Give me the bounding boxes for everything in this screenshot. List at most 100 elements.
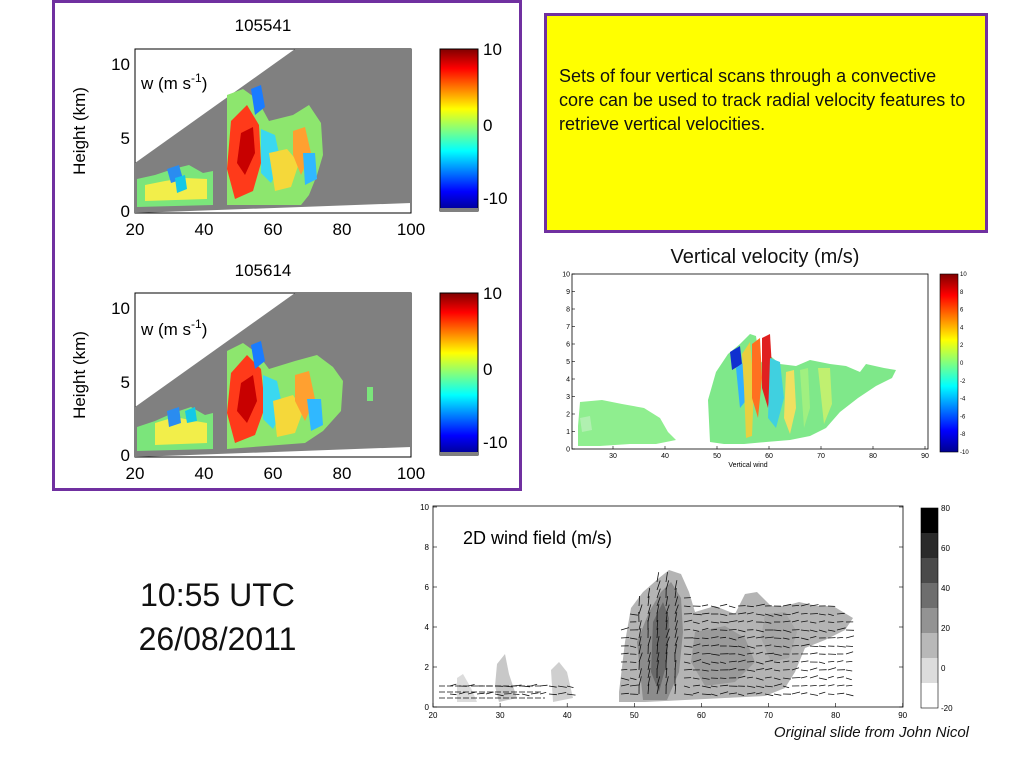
wind-x-tick: 50 xyxy=(630,711,639,720)
wind-vector xyxy=(791,619,799,623)
vv-colorbar-ticks: 10 8 6 4 2 0 -2 -4 -6 -8 -10 xyxy=(960,272,969,456)
wind-vector xyxy=(845,635,855,639)
vv-cbar-tick: 6 xyxy=(960,308,964,314)
wind-vector xyxy=(710,661,719,664)
wind-vector xyxy=(845,645,854,647)
wind-vector xyxy=(692,621,700,624)
wind-vector xyxy=(728,629,737,631)
wind-vector xyxy=(800,685,808,687)
note-box: Sets of four vertical scans through a co… xyxy=(544,13,988,233)
vv-cbar-tick: 10 xyxy=(960,272,967,278)
wind-vector xyxy=(728,605,736,609)
vv-y-tick: 9 xyxy=(566,289,570,296)
wind-vector xyxy=(818,661,826,664)
wind-vector xyxy=(638,636,642,647)
wind-vector xyxy=(638,628,642,639)
wind-vector xyxy=(764,676,772,679)
wind-vector xyxy=(683,693,693,696)
wind-vector xyxy=(809,693,818,696)
vertical-velocity-title: Vertical velocity (m/s) xyxy=(670,246,860,268)
credit-text: Original slide from John Nicol xyxy=(773,724,969,741)
wind-vector xyxy=(674,596,679,607)
wind-field-title: 2D wind field (m/s) xyxy=(463,528,612,548)
vv-y-tick: 5 xyxy=(566,359,570,366)
wind-vector xyxy=(710,628,718,631)
wind-vector xyxy=(827,613,834,616)
wind-x-ticks: 20 30 40 50 60 70 80 90 xyxy=(429,703,908,720)
top-x-tick-40: 40 xyxy=(195,220,214,239)
wind-vector xyxy=(458,691,466,695)
wind-vector xyxy=(755,661,764,665)
wind-field-figure: 2D wind field (m/s) 0 2 4 6 8 10 20 30 40 50 60 70… xyxy=(420,503,953,720)
wind-vector xyxy=(683,629,691,631)
wind-vector xyxy=(467,691,476,695)
radar-scans-panel: 105541 w (m s-1) Height (km) 0 5 10 20 4… xyxy=(52,0,522,491)
wind-vector xyxy=(746,605,754,608)
wind-vector xyxy=(629,661,637,663)
wind-vector xyxy=(791,645,799,647)
note-text: Sets of four vertical scans through a co… xyxy=(559,66,966,134)
wind-vector xyxy=(674,604,679,615)
wind-vector xyxy=(701,685,711,689)
bottom-velocity-label: w (m s-1) xyxy=(140,317,207,339)
wind-vector xyxy=(791,611,799,615)
wind-vector xyxy=(665,612,668,623)
wind-vector xyxy=(755,685,765,688)
wind-vector xyxy=(773,683,783,687)
wind-vector xyxy=(755,613,765,616)
wind-vector xyxy=(449,693,457,696)
wind-vector xyxy=(656,684,660,695)
wind-vector xyxy=(665,628,670,639)
wind-vector xyxy=(809,604,819,607)
vv-cbar-tick: 8 xyxy=(960,290,964,296)
bottom-y-tick-5: 5 xyxy=(121,373,130,392)
wind-vector xyxy=(764,644,772,647)
wind-vector xyxy=(818,645,826,648)
wind-cbar-tick: 60 xyxy=(941,544,950,553)
wind-vector xyxy=(845,693,854,697)
wind-vector xyxy=(710,653,720,656)
bottom-panel-title: 105614 xyxy=(235,261,292,280)
wind-vector xyxy=(818,629,827,633)
wind-vector xyxy=(809,621,817,624)
wind-vector xyxy=(827,661,835,663)
vv-cbar-tick: -4 xyxy=(960,397,966,403)
wind-vector xyxy=(755,668,765,671)
wind-vector xyxy=(836,645,846,648)
wind-vector xyxy=(638,604,643,615)
wind-vector xyxy=(755,636,765,639)
vv-cbar-tick: -10 xyxy=(960,450,969,456)
wind-vector xyxy=(656,572,660,583)
wind-vector xyxy=(656,580,661,591)
wind-vector xyxy=(710,605,720,609)
top-y-axis-label: Height (km) xyxy=(70,87,89,175)
wind-vector xyxy=(692,691,700,695)
wind-vector xyxy=(773,653,782,656)
top-y-tick-0: 0 xyxy=(121,202,130,221)
wind-vector xyxy=(701,612,710,615)
vv-colorbar xyxy=(939,273,959,453)
wind-vector xyxy=(845,677,852,681)
vv-cbar-tick: 2 xyxy=(960,343,964,349)
wind-vector xyxy=(782,629,792,633)
wind-vector xyxy=(701,619,709,623)
vv-y-tick: 1 xyxy=(566,429,570,436)
wind-vector xyxy=(557,692,567,695)
wind-cbar-tick: -20 xyxy=(941,704,953,713)
bottom-radar-echoes xyxy=(137,341,373,451)
wind-vector xyxy=(764,667,773,671)
vv-y-tick: 2 xyxy=(566,412,570,419)
wind-vector xyxy=(764,636,774,639)
wind-vector xyxy=(710,644,720,647)
wind-vector xyxy=(737,612,747,615)
wind-vector xyxy=(755,603,765,607)
vv-y-tick: 7 xyxy=(566,324,570,331)
wind-vector xyxy=(773,645,782,648)
wind-vector xyxy=(791,661,799,663)
wind-vector xyxy=(728,667,737,671)
wind-vector xyxy=(656,643,659,655)
vv-x-tick: 30 xyxy=(609,453,617,460)
wind-vector xyxy=(845,661,853,663)
wind-vector xyxy=(710,636,719,639)
wind-vector xyxy=(809,685,817,687)
